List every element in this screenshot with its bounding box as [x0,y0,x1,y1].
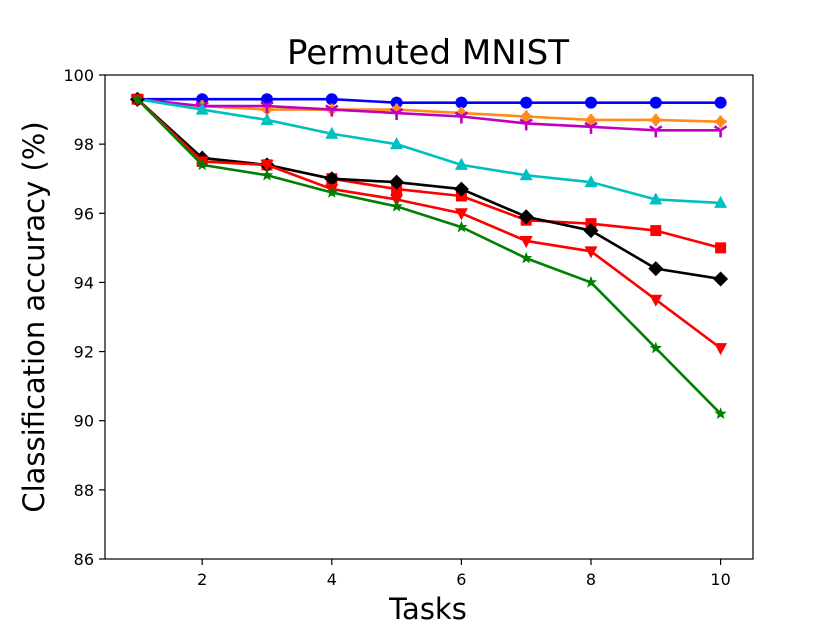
data-point [649,341,662,354]
data-point [649,96,662,109]
series-line [136,98,722,350]
data-point [195,102,209,115]
data-point [454,208,468,221]
series-line [137,97,721,205]
series-group [129,91,729,420]
data-point [131,92,144,105]
data-point [325,126,339,139]
data-point [715,242,727,254]
y-tick-label: 96 [74,204,94,223]
data-point [260,159,274,172]
data-point [650,225,662,237]
data-point [454,157,468,170]
data-point [455,96,468,109]
series-line [137,97,721,104]
data-point [260,101,274,114]
data-point [585,113,597,126]
chart-title: Permuted MNIST [287,33,569,73]
y-tick-label: 94 [74,273,94,292]
data-point [325,104,339,117]
x-tick-label: 2 [197,570,207,589]
data-point [325,186,338,198]
data-point [520,96,533,109]
data-point [520,251,533,264]
data-point [648,261,664,277]
data-point [649,294,663,307]
data-point [455,220,468,233]
data-point [713,125,728,138]
series-line [136,98,721,281]
data-point [649,113,662,126]
data-point [714,115,727,128]
x-tick-label: 6 [456,570,466,589]
series-6 [129,91,729,287]
data-point [325,93,338,106]
data-point [454,111,469,124]
series-7 [130,94,728,356]
data-point [584,246,598,259]
data-point [714,407,727,420]
data-point [584,121,598,134]
data-point [196,158,209,171]
y-tick-label: 86 [74,550,94,569]
data-point [389,174,405,190]
y-tick-label: 92 [74,343,94,362]
y-axis-label: Classification accuracy (%) [17,121,51,512]
data-point [649,125,663,138]
x-tick-label: 10 [710,570,730,589]
data-point [649,192,663,205]
y-tick-label: 98 [74,135,94,154]
data-point [714,343,728,356]
data-point [584,275,598,288]
series-line [136,98,721,250]
series-8 [131,92,727,420]
x-tick-label: 4 [327,570,337,589]
data-point [390,199,403,212]
x-axis-label: Tasks [388,592,467,626]
data-point [261,93,273,106]
data-point [518,209,534,225]
data-point [519,168,533,181]
data-point [520,110,533,123]
data-point [713,271,729,287]
data-point [390,96,403,109]
series-line [136,98,722,415]
data-point [583,223,599,239]
y-tick-label: 100 [63,66,94,85]
x-tick-label: 8 [586,570,596,589]
series-5 [131,93,727,254]
data-point [453,181,469,197]
series-line [137,97,721,132]
y-tick-label: 88 [74,481,94,500]
data-point [585,96,597,109]
series-4 [130,92,728,208]
data-point [714,96,727,109]
y-tick-label: 90 [74,412,94,431]
data-point [714,195,728,208]
data-point [196,93,209,106]
data-point [260,112,274,125]
data-point [390,137,404,150]
series-line [137,97,721,123]
data-point [389,107,404,121]
data-point [260,168,274,181]
data-point [584,175,598,188]
axis-ticks: 2 4 6 8 10 86 88 90 92 94 96 98 100 [63,66,730,589]
data-point [519,118,533,131]
plot-frame [104,74,754,560]
data-point [519,235,533,248]
data-point [324,171,340,187]
